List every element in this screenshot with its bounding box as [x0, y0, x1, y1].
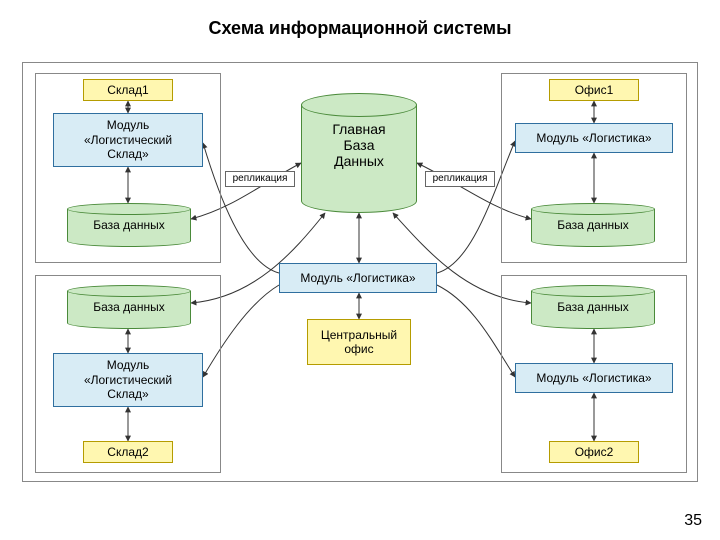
main-db: ГлавнаяБазаДанных — [301, 93, 417, 213]
sklad2: Склад2 — [83, 441, 173, 463]
sklad1: Склад1 — [83, 79, 173, 101]
repl-left: репликация — [225, 171, 295, 187]
db-tl: База данных — [67, 203, 191, 247]
ofis1: Офис1 — [549, 79, 639, 101]
mod-log-sklad1: Модуль«ЛогистическийСклад» — [53, 113, 203, 167]
mod-log-1: Модуль «Логистика» — [515, 123, 673, 153]
db-tr: База данных — [531, 203, 655, 247]
diagram-canvas: Склад1 Модуль«ЛогистическийСклад» Офис1 Мод… — [22, 62, 698, 482]
mod-log-center: Модуль «Логистика» — [279, 263, 437, 293]
repl-right: репликация — [425, 171, 495, 187]
db-bl: База данных — [67, 285, 191, 329]
db-br: База данных — [531, 285, 655, 329]
ofis2: Офис2 — [549, 441, 639, 463]
central-office: Центральныйофис — [307, 319, 411, 365]
page-title: Схема информационной системы — [0, 0, 720, 49]
mod-log-sklad2: Модуль«ЛогистическийСклад» — [53, 353, 203, 407]
page-number: 35 — [684, 512, 702, 530]
mod-log-2: Модуль «Логистика» — [515, 363, 673, 393]
